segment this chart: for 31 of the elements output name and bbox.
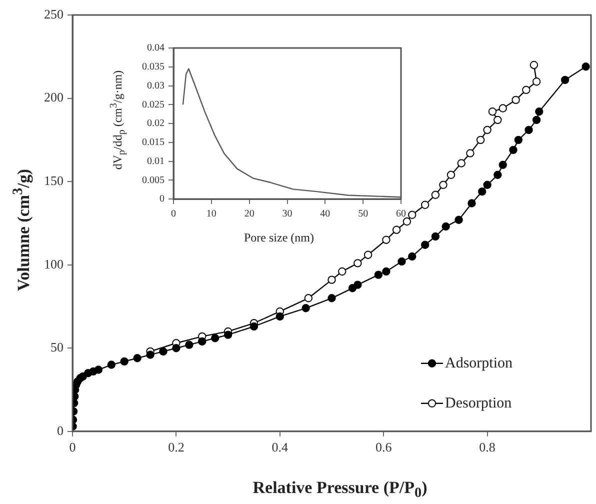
x-tick-label: 40 bbox=[320, 208, 330, 220]
y-tick-label: 0 bbox=[57, 422, 64, 438]
x-tick-label: 0.8 bbox=[479, 440, 496, 455]
y-tick-label: 50 bbox=[50, 340, 64, 355]
x-tick-label: 60 bbox=[396, 208, 406, 220]
x-tick-label: 0.4 bbox=[272, 440, 289, 455]
x-tick-label: 0.2 bbox=[168, 440, 184, 455]
y-tick-label: 150 bbox=[44, 172, 64, 188]
x-axis-title: Relative Pressure (P/P$_{0}$) bbox=[252, 478, 428, 502]
y-tick-label: 0 bbox=[160, 194, 164, 205]
y-tick-label: 100 bbox=[44, 256, 64, 272]
y-tick-label: 0.005 bbox=[142, 174, 164, 186]
x-axis-title: Pore size (nm) bbox=[244, 230, 314, 246]
y-tick-label: 0.02 bbox=[147, 118, 164, 130]
y-tick-label: 200 bbox=[44, 90, 64, 105]
y-tick-label: 250 bbox=[44, 6, 64, 22]
x-tick-label: 20 bbox=[244, 208, 254, 220]
y-tick-label: 0.04 bbox=[147, 42, 164, 54]
y-tick-label: 0.01 bbox=[147, 156, 164, 167]
x-tick-label: 0 bbox=[69, 440, 76, 455]
y-tick-label: 0.03 bbox=[147, 80, 164, 92]
y-tick-label: 0.015 bbox=[142, 137, 164, 148]
x-tick-label: 0.6 bbox=[375, 440, 392, 455]
y-tick-label: 0.035 bbox=[142, 62, 164, 72]
legend-label: Desorption bbox=[445, 395, 512, 412]
x-tick-label: 0 bbox=[171, 208, 176, 220]
x-tick-label: 30 bbox=[282, 208, 292, 220]
x-tick-label: 10 bbox=[206, 208, 216, 220]
y-tick-label: 0.025 bbox=[142, 99, 164, 110]
legend-label: Adsorption bbox=[445, 355, 513, 372]
x-tick-label: 50 bbox=[358, 208, 368, 220]
